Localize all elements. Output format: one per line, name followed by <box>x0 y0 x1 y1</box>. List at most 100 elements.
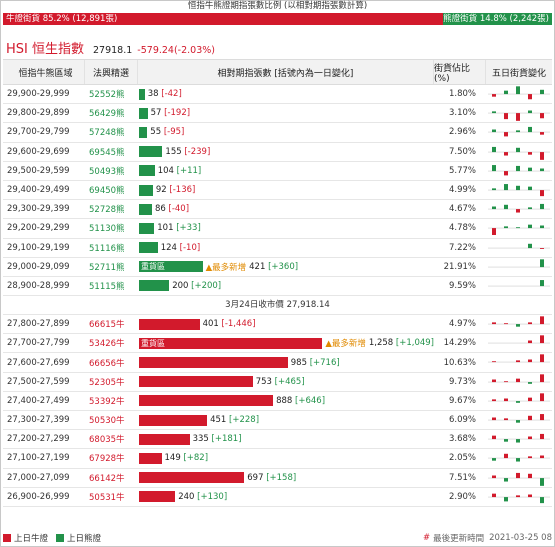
contracts-bar <box>139 203 152 215</box>
five-day-bar <box>516 324 520 327</box>
header-code: 法興精選 <box>85 60 138 84</box>
five-day-svg <box>488 414 550 423</box>
contracts-cell: 101 [+33] <box>138 219 434 237</box>
five-day-bar <box>492 164 496 171</box>
range-cell: 26,900-26,999 <box>7 491 70 502</box>
outstanding-pct: 7.51% <box>448 472 476 483</box>
five-day-bar <box>516 400 520 403</box>
contracts-value: 401 [-1,446] <box>203 319 256 329</box>
contracts-value: 335 [+181] <box>193 434 242 444</box>
contracts-cell: 重貨區 ▲最多新增 421 [+360] <box>138 258 434 276</box>
warrant-code-link[interactable]: 66142牛 <box>89 473 125 484</box>
five-day-chart <box>486 277 552 295</box>
five-day-svg <box>488 164 550 176</box>
contracts-cell: 86 [-40] <box>138 200 434 218</box>
table-row: 27,400-27,499 53392牛 888 [+646] 9.67% <box>3 392 552 411</box>
five-day-bar <box>504 170 508 176</box>
warrant-code-link[interactable]: 51130熊 <box>89 224 125 235</box>
contracts-change: [+465] <box>274 376 305 387</box>
warrant-code-link[interactable]: 68035牛 <box>89 435 125 446</box>
five-day-bar <box>516 439 520 443</box>
heavy-zone-label: 重貨區 <box>141 338 165 348</box>
warrant-code-link[interactable]: 52552熊 <box>89 90 125 101</box>
warrant-code-link[interactable]: 66656牛 <box>89 358 125 369</box>
contracts-cell: 335 [+181] <box>138 430 434 448</box>
contracts-change: [+1,049] <box>395 338 434 349</box>
five-day-chart <box>486 334 552 352</box>
warrant-code-link[interactable]: 67928牛 <box>89 454 125 465</box>
warrant-code-link[interactable]: 50530牛 <box>89 416 125 427</box>
header-five-day: 五日街貨變化 <box>491 68 546 79</box>
warrant-code-link[interactable]: 53426牛 <box>89 339 125 350</box>
five-day-bar <box>492 458 496 462</box>
range-cell: 29,300-29,399 <box>7 204 70 215</box>
five-day-bar <box>528 243 532 248</box>
five-day-bar <box>528 436 532 440</box>
five-day-svg <box>488 243 550 249</box>
five-day-chart <box>486 392 552 410</box>
contracts-change: [+228] <box>229 415 260 426</box>
warrant-code-link[interactable]: 52711熊 <box>89 262 125 273</box>
five-day-svg <box>488 146 550 160</box>
warrant-code-link[interactable]: 66615牛 <box>89 320 125 331</box>
warrant-code-link[interactable]: 51116熊 <box>89 243 125 254</box>
warrant-code-link[interactable]: 50493熊 <box>89 166 125 177</box>
five-day-bar <box>540 89 544 95</box>
contracts-count: 55 <box>150 127 162 138</box>
contracts-count: 149 <box>164 453 181 464</box>
hash-icon: # <box>422 533 431 543</box>
warrant-code-link[interactable]: 69450熊 <box>89 186 125 197</box>
five-day-svg <box>488 354 550 363</box>
warrant-code-link[interactable]: 69545熊 <box>89 147 125 158</box>
five-day-bar <box>540 414 544 421</box>
contracts-change: [+360] <box>268 261 299 272</box>
contracts-value: 200 [+200] <box>172 281 221 291</box>
table-header: 恒指牛熊區域 法興精選 相對期指張數 [括號內為一日變化] 街貨佔比(%) 五日… <box>3 59 552 85</box>
five-day-bar <box>504 454 508 459</box>
outstanding-pct: 10.63% <box>443 357 476 368</box>
contracts-bar: 重貨區 <box>139 261 203 273</box>
range-cell: 29,900-29,999 <box>7 89 70 100</box>
range-cell: 29,000-29,099 <box>7 261 70 272</box>
five-day-svg <box>488 184 550 197</box>
contracts-cell: 401 [-1,446] <box>138 315 434 333</box>
legend-bull-label: 上日牛證 <box>14 534 49 544</box>
contracts-change: [+33] <box>176 223 201 234</box>
contracts-cell: 451 [+228] <box>138 411 434 429</box>
five-day-svg <box>488 493 550 503</box>
five-day-bar <box>528 397 532 401</box>
update-time: 2021-03-25 08 <box>489 533 552 543</box>
warrant-code-link[interactable]: 51115熊 <box>89 281 125 292</box>
warrant-code-link[interactable]: 56429熊 <box>89 109 125 120</box>
five-day-bar <box>504 398 508 401</box>
contracts-bar <box>139 146 163 158</box>
five-day-chart <box>486 469 552 487</box>
five-day-bar <box>492 361 496 363</box>
outstanding-pct: 3.68% <box>448 434 476 445</box>
contracts-cell: 149 [+82] <box>138 449 434 467</box>
five-day-bar <box>528 381 532 384</box>
outstanding-pct: 6.09% <box>448 415 476 426</box>
five-day-chart <box>486 85 552 103</box>
contracts-cell: 200 [+200] <box>138 277 434 295</box>
five-day-bar <box>540 316 544 325</box>
warrant-code-link[interactable]: 50531牛 <box>89 492 125 503</box>
warrant-code-link[interactable]: 53392牛 <box>89 396 125 407</box>
contracts-cell: 985 [+716] <box>138 353 434 371</box>
range-cell: 29,600-29,699 <box>7 146 70 157</box>
contracts-value: 451 [+228] <box>210 415 259 425</box>
five-day-svg <box>488 454 550 462</box>
warrant-code-link[interactable]: 52305牛 <box>89 377 125 388</box>
five-day-svg <box>488 472 550 486</box>
contracts-value: 697 [+158] <box>247 473 296 483</box>
warrant-code-link[interactable]: 52728熊 <box>89 205 125 216</box>
table-row: 27,500-27,599 52305牛 753 [+465] 9.73% <box>3 373 552 392</box>
contracts-count: 124 <box>160 242 177 253</box>
five-day-bar <box>516 185 520 191</box>
warrant-code-link[interactable]: 57248熊 <box>89 128 125 139</box>
table-row: 27,100-27,199 67928牛 149 [+82] 2.05% <box>3 449 552 469</box>
range-cell: 29,800-29,899 <box>7 108 70 119</box>
contracts-change: [+181] <box>211 434 242 445</box>
contracts-count: 92 <box>155 185 167 196</box>
five-day-chart <box>486 123 552 141</box>
